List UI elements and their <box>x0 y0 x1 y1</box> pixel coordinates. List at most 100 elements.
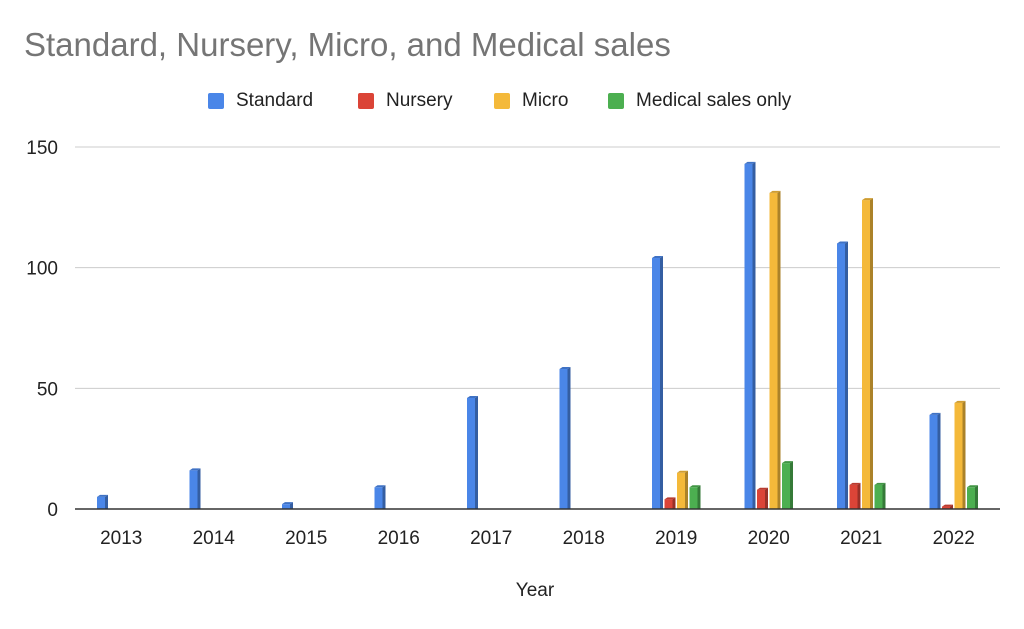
bar-face <box>862 200 870 510</box>
bar-side <box>105 494 108 509</box>
bar-nursery-2022 <box>942 504 953 509</box>
bar-side <box>290 502 293 509</box>
y-tick-label-150: 150 <box>26 138 58 159</box>
bar-top <box>374 485 386 488</box>
bar-standard-2017 <box>467 395 478 509</box>
bar-face <box>652 258 660 509</box>
bar-face <box>559 369 568 509</box>
bar-medical-sales-only-2019 <box>689 485 701 509</box>
bar-standard-2015 <box>282 502 293 509</box>
bar-side <box>790 461 793 509</box>
x-tick-label-2019: 2019 <box>655 528 697 549</box>
x-tick-label-2016: 2016 <box>378 528 420 549</box>
bar-top <box>677 470 688 473</box>
bar-top <box>849 482 861 485</box>
bar-side <box>660 256 663 509</box>
bar-standard-2018 <box>559 367 571 509</box>
bar-top <box>282 502 293 505</box>
bar-side <box>475 395 478 509</box>
x-tick-label-2018: 2018 <box>563 528 605 549</box>
legend-item-nursery[interactable]: Nursery <box>358 88 453 114</box>
bar-medical-sales-only-2021 <box>874 482 886 509</box>
bar-top <box>942 504 953 507</box>
bar-top <box>664 497 676 500</box>
x-tick-label-2017: 2017 <box>470 528 512 549</box>
bar-top <box>559 367 571 370</box>
bar-face <box>874 484 883 509</box>
bar-standard-2020 <box>744 161 756 510</box>
bar-side <box>382 485 386 509</box>
bar-face <box>374 487 383 509</box>
bar-standard-2021 <box>837 241 848 510</box>
bar-face <box>467 397 475 509</box>
bar-nursery-2020 <box>757 487 768 509</box>
x-axis-title: Year <box>515 580 555 601</box>
x-tick-label-2022: 2022 <box>933 528 975 549</box>
bar-face <box>849 484 858 509</box>
bar-top <box>757 487 768 490</box>
legend-item-micro[interactable]: Micro <box>494 88 568 114</box>
legend-swatch-standard <box>208 93 224 109</box>
bar-side <box>962 400 966 509</box>
bar-face <box>967 487 975 509</box>
bar-side <box>765 487 768 509</box>
bar-top <box>837 241 848 244</box>
legend-label-micro: Micro <box>522 90 569 111</box>
bar-top <box>769 190 781 193</box>
x-tick-label-2021: 2021 <box>840 528 882 549</box>
bar-nursery-2021 <box>849 482 861 509</box>
bar-micro-2019 <box>677 470 688 509</box>
bar-side <box>857 482 861 509</box>
bar-top <box>862 198 873 201</box>
bar-standard-2019 <box>652 256 663 509</box>
x-tick-label-2015: 2015 <box>285 528 327 549</box>
bar-face <box>189 470 198 509</box>
bar-top <box>929 412 941 415</box>
legend-swatch-nursery <box>358 93 374 109</box>
bar-face <box>282 504 290 509</box>
legend-label-nursery: Nursery <box>386 90 453 111</box>
bar-face <box>782 463 790 509</box>
bar-top <box>467 395 478 398</box>
bar-top <box>954 400 966 403</box>
bar-side <box>882 482 886 509</box>
bar-top <box>744 161 756 164</box>
bar-top <box>967 485 978 488</box>
bar-medical-sales-only-2022 <box>967 485 978 509</box>
bar-face <box>929 414 938 509</box>
bar-face <box>677 472 685 509</box>
bar-face <box>689 487 698 509</box>
bar-standard-2014 <box>189 468 201 509</box>
x-tick-label-2014: 2014 <box>193 528 236 549</box>
bar-top <box>652 256 663 259</box>
bar-side <box>752 161 756 510</box>
legend-label-standard: Standard <box>236 90 314 111</box>
bar-face <box>757 489 765 509</box>
bar-face <box>769 192 778 509</box>
bar-side <box>197 468 201 509</box>
bar-face <box>664 499 673 509</box>
legend-item-standard[interactable]: Standard <box>208 88 313 114</box>
bar-side <box>672 497 676 509</box>
bar-top <box>189 468 201 471</box>
y-tick-label-100: 100 <box>26 259 58 280</box>
bar-micro-2020 <box>769 190 781 509</box>
bar-standard-2016 <box>374 485 386 509</box>
bar-side <box>685 470 688 509</box>
chart-title: Standard, Nursery, Micro, and Medical sa… <box>24 26 671 63</box>
x-tick-label-2020: 2020 <box>748 528 790 549</box>
bar-nursery-2019 <box>664 497 676 509</box>
bar-medical-sales-only-2020 <box>782 461 793 509</box>
legend-swatch-medical <box>608 93 624 109</box>
bar-side <box>777 190 781 509</box>
bar-face <box>954 402 963 509</box>
legend-item-medical[interactable]: Medical sales only <box>608 88 791 114</box>
bar-side <box>845 241 848 510</box>
bar-face <box>942 506 950 509</box>
x-tick-label-2013: 2013 <box>100 528 142 549</box>
bar-side <box>950 504 953 509</box>
legend-label-medical: Medical sales only <box>636 90 792 111</box>
bar-micro-2021 <box>862 198 873 510</box>
bar-side <box>697 485 701 509</box>
